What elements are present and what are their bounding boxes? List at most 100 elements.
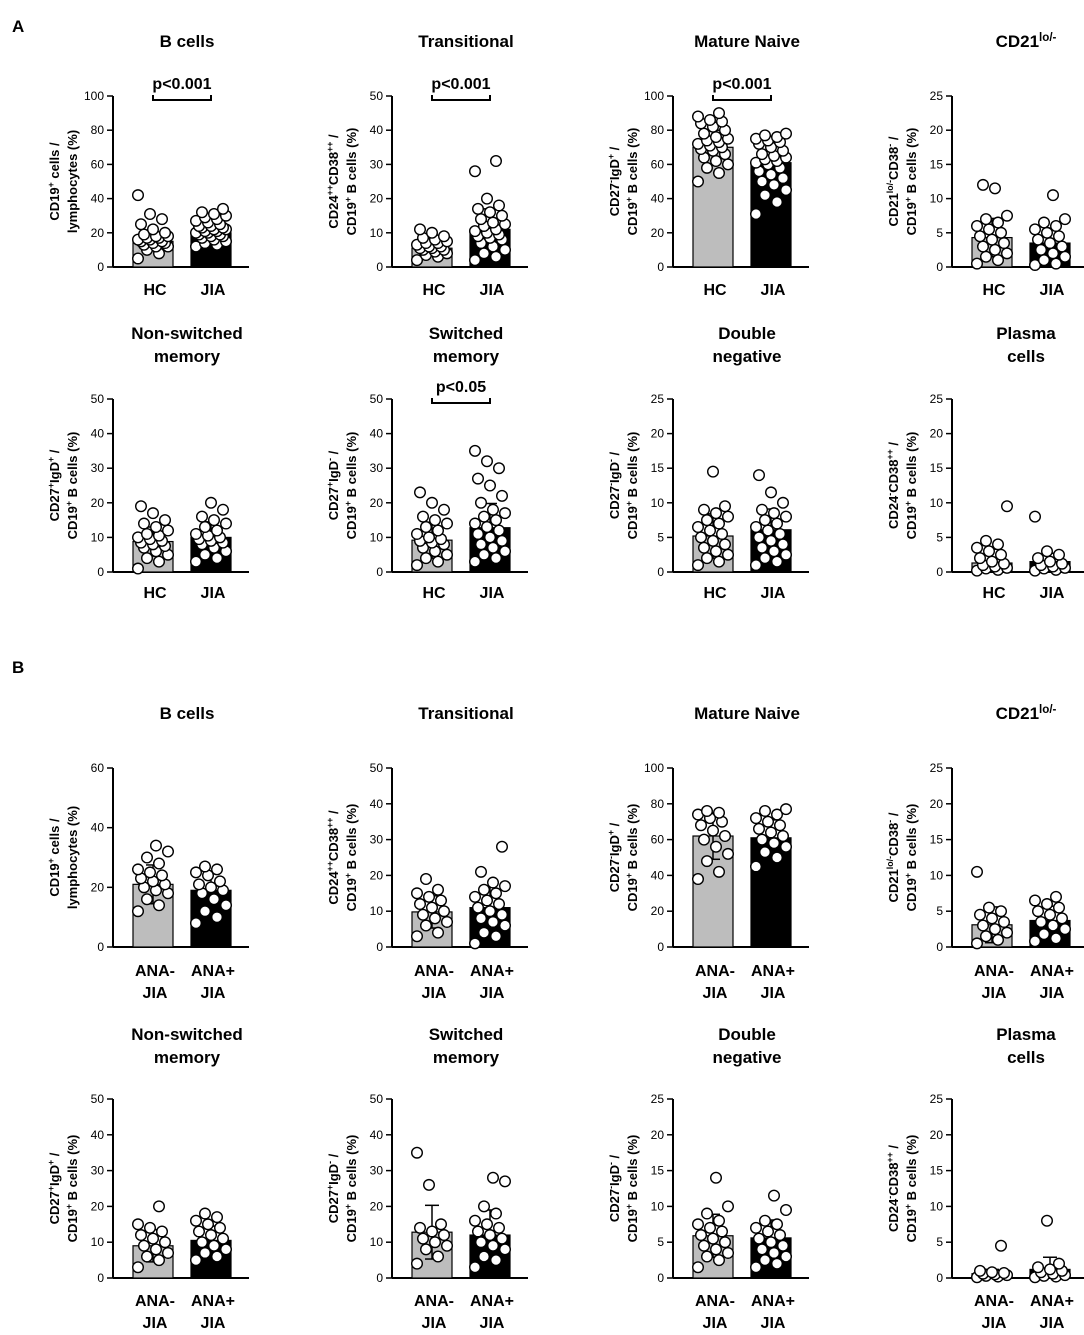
category-label: ANA- bbox=[135, 963, 175, 980]
y-tick-label: 20 bbox=[651, 1128, 665, 1142]
data-point bbox=[420, 919, 433, 932]
data-point bbox=[1001, 926, 1014, 939]
category-label: JIA bbox=[982, 985, 1007, 1002]
y-tick-label: 100 bbox=[644, 761, 664, 775]
chart-title: B cells bbox=[160, 32, 215, 51]
y-tick-label: 30 bbox=[370, 1164, 384, 1178]
y-axis-label: CD27+IgD+ / bbox=[46, 1152, 62, 1224]
category-label: JIA bbox=[761, 1315, 786, 1332]
category-label: JIA bbox=[761, 985, 786, 1002]
y-tick-label: 30 bbox=[91, 461, 105, 475]
data-point bbox=[493, 462, 506, 475]
data-point bbox=[1049, 257, 1062, 270]
y-axis-label: CD19+ B cells (%) bbox=[343, 1135, 359, 1243]
data-point bbox=[481, 894, 494, 907]
y-tick-label: 40 bbox=[370, 123, 384, 137]
y-tick-label: 0 bbox=[376, 940, 383, 954]
data-point bbox=[429, 1236, 442, 1249]
data-point bbox=[210, 524, 223, 537]
data-point bbox=[780, 1250, 793, 1263]
data-point bbox=[719, 500, 732, 513]
category-label: JIA bbox=[201, 282, 226, 299]
data-point bbox=[759, 804, 772, 817]
y-tick-label: 25 bbox=[651, 1092, 665, 1106]
data-point bbox=[707, 465, 720, 478]
data-point bbox=[438, 905, 451, 918]
data-point bbox=[1031, 1261, 1044, 1274]
y-tick-label: 40 bbox=[91, 821, 105, 835]
data-point bbox=[210, 1211, 223, 1224]
data-point bbox=[695, 1229, 708, 1242]
y-tick-label: 50 bbox=[370, 1092, 384, 1106]
data-point bbox=[756, 1243, 769, 1256]
category-label: JIA bbox=[422, 985, 447, 1002]
data-point bbox=[496, 534, 509, 547]
data-point bbox=[695, 819, 708, 832]
data-point bbox=[131, 562, 144, 575]
data-point bbox=[426, 1225, 439, 1238]
data-point bbox=[980, 534, 993, 547]
significance-label: p<0.001 bbox=[152, 76, 211, 93]
data-point bbox=[710, 1171, 723, 1184]
y-tick-label: 15 bbox=[651, 461, 665, 475]
data-point bbox=[1028, 894, 1041, 907]
data-point bbox=[777, 172, 790, 185]
data-point bbox=[493, 898, 506, 911]
y-tick-label: 15 bbox=[651, 1164, 665, 1178]
data-point bbox=[158, 1236, 171, 1249]
data-point bbox=[487, 1171, 500, 1184]
data-point bbox=[777, 1239, 790, 1252]
y-tick-label: 0 bbox=[97, 940, 104, 954]
data-point bbox=[971, 865, 984, 878]
y-tick-label: 10 bbox=[91, 530, 105, 544]
data-point bbox=[759, 552, 772, 565]
data-point bbox=[719, 538, 732, 551]
y-tick-label: 0 bbox=[936, 260, 943, 274]
data-point bbox=[432, 555, 445, 568]
data-point bbox=[692, 872, 705, 885]
data-point bbox=[134, 500, 147, 513]
chart-title-line1: Switched bbox=[429, 324, 504, 343]
data-point bbox=[713, 865, 726, 878]
data-point bbox=[774, 819, 787, 832]
data-point bbox=[487, 915, 500, 928]
data-point bbox=[1049, 890, 1062, 903]
data-point bbox=[198, 860, 211, 873]
data-point bbox=[204, 1229, 217, 1242]
data-point bbox=[1058, 213, 1071, 226]
y-tick-label: 50 bbox=[91, 392, 105, 406]
y-axis-label: CD19+ B cells (%) bbox=[903, 128, 919, 236]
data-point bbox=[759, 514, 772, 527]
data-point bbox=[710, 840, 723, 853]
y-tick-label: 0 bbox=[376, 565, 383, 579]
data-point bbox=[219, 899, 232, 912]
data-point bbox=[426, 226, 439, 239]
data-point bbox=[771, 555, 784, 568]
data-point bbox=[698, 541, 711, 554]
data-point bbox=[469, 254, 482, 267]
chart-4: Non-switched memory CD27+IgD+ /CD19+ B cel… bbox=[46, 324, 249, 602]
data-point bbox=[490, 1207, 503, 1220]
data-point bbox=[713, 806, 726, 819]
data-point bbox=[478, 1250, 491, 1263]
data-point bbox=[986, 555, 999, 568]
data-point bbox=[750, 860, 763, 873]
data-point bbox=[131, 252, 144, 265]
data-point bbox=[980, 213, 993, 226]
category-label: JIA bbox=[480, 282, 505, 299]
data-point bbox=[1052, 901, 1065, 914]
data-point bbox=[481, 192, 494, 205]
data-point bbox=[131, 189, 144, 202]
data-point bbox=[478, 1200, 491, 1213]
data-point bbox=[149, 1243, 162, 1256]
data-point bbox=[155, 213, 168, 226]
data-point bbox=[432, 1250, 445, 1263]
data-point bbox=[780, 1203, 793, 1216]
data-point bbox=[713, 517, 726, 530]
data-point bbox=[780, 127, 793, 140]
data-point bbox=[210, 552, 223, 565]
y-tick-label: 50 bbox=[370, 89, 384, 103]
category-label: ANA- bbox=[695, 963, 735, 980]
data-point bbox=[692, 110, 705, 123]
data-point bbox=[780, 510, 793, 523]
